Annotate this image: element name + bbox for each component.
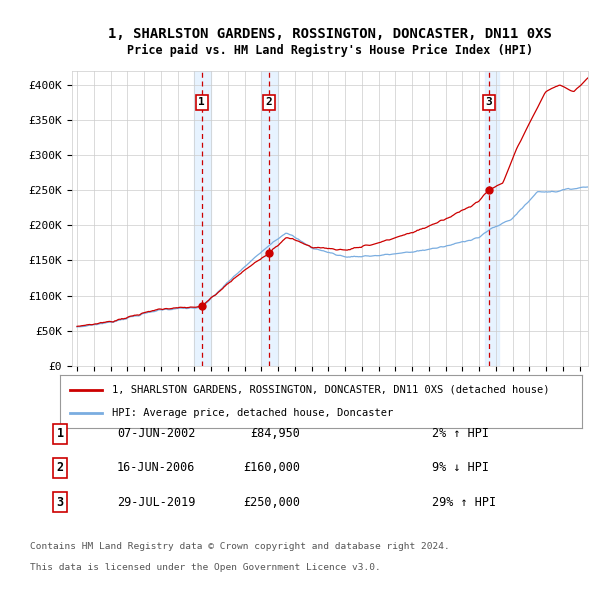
- Text: HPI: Average price, detached house, Doncaster: HPI: Average price, detached house, Donc…: [112, 408, 394, 418]
- Text: 3: 3: [485, 97, 492, 107]
- Bar: [194, 71, 211, 366]
- Text: 1: 1: [56, 427, 64, 440]
- Bar: [485, 71, 499, 366]
- Text: 3: 3: [56, 496, 64, 509]
- Text: 9% ↓ HPI: 9% ↓ HPI: [432, 461, 489, 474]
- Text: 1, SHARLSTON GARDENS, ROSSINGTON, DONCASTER, DN11 0XS (detached house): 1, SHARLSTON GARDENS, ROSSINGTON, DONCAS…: [112, 385, 550, 395]
- Text: 1, SHARLSTON GARDENS, ROSSINGTON, DONCASTER, DN11 0XS: 1, SHARLSTON GARDENS, ROSSINGTON, DONCAS…: [108, 27, 552, 41]
- Text: Price paid vs. HM Land Registry's House Price Index (HPI): Price paid vs. HM Land Registry's House …: [127, 44, 533, 57]
- Text: 07-JUN-2002: 07-JUN-2002: [117, 427, 196, 440]
- Text: £250,000: £250,000: [243, 496, 300, 509]
- Text: £160,000: £160,000: [243, 461, 300, 474]
- Text: 2: 2: [266, 97, 272, 107]
- Text: 16-JUN-2006: 16-JUN-2006: [117, 461, 196, 474]
- Text: Contains HM Land Registry data © Crown copyright and database right 2024.: Contains HM Land Registry data © Crown c…: [30, 542, 450, 551]
- Text: 29-JUL-2019: 29-JUL-2019: [117, 496, 196, 509]
- Text: £84,950: £84,950: [250, 427, 300, 440]
- Bar: [262, 71, 278, 366]
- Text: 1: 1: [198, 97, 205, 107]
- Text: 29% ↑ HPI: 29% ↑ HPI: [432, 496, 496, 509]
- Text: 2: 2: [56, 461, 64, 474]
- Text: This data is licensed under the Open Government Licence v3.0.: This data is licensed under the Open Gov…: [30, 563, 381, 572]
- Text: 2% ↑ HPI: 2% ↑ HPI: [432, 427, 489, 440]
